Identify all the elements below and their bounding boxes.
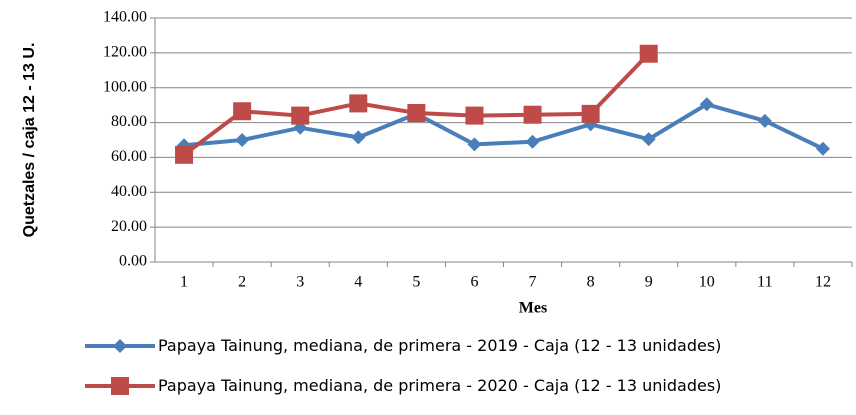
- x-tick-label: 1: [180, 274, 188, 291]
- marker: [815, 141, 830, 156]
- marker: [467, 137, 482, 152]
- marker: [291, 106, 310, 125]
- legend-label: Papaya Tainung, mediana, de primera - 20…: [158, 376, 722, 395]
- marker: [351, 130, 366, 145]
- x-tick-label: 9: [645, 274, 653, 291]
- marker: [407, 103, 426, 122]
- y-tick-label: 140.00: [103, 9, 147, 26]
- marker: [235, 133, 250, 147]
- marker: [523, 105, 542, 124]
- y-tick-label: 100.00: [103, 78, 147, 95]
- x-tick-label: 5: [412, 274, 420, 291]
- legend-label: Papaya Tainung, mediana, de primera - 20…: [158, 336, 722, 355]
- x-tick-label: 12: [815, 274, 831, 291]
- marker: [581, 104, 600, 123]
- series-line: [183, 102, 824, 151]
- y-tick-label: 40.00: [111, 183, 147, 200]
- x-tick-label: 2: [238, 274, 246, 291]
- x-tick-label: 10: [699, 274, 715, 291]
- marker: [639, 44, 658, 63]
- y-tick-label: 0.00: [119, 253, 147, 270]
- marker: [757, 113, 772, 128]
- y-tick-label: 120.00: [103, 44, 147, 61]
- x-tick-label: 3: [296, 274, 304, 291]
- y-tick-label: 20.00: [111, 218, 147, 235]
- marker: [465, 106, 484, 125]
- x-tick-label: 11: [757, 274, 772, 291]
- marker: [699, 97, 714, 112]
- marker: [113, 339, 127, 353]
- y-axis-label: Quetzales / caja 12 - 13 U.: [21, 43, 38, 238]
- marker: [641, 132, 656, 147]
- x-tick-label: 4: [354, 274, 362, 291]
- y-tick-label: 80.00: [111, 113, 147, 130]
- x-tick-label: 7: [529, 274, 537, 291]
- y-tick-label: 60.00: [111, 148, 147, 165]
- marker: [525, 134, 540, 149]
- x-tick-label: 6: [470, 274, 478, 291]
- x-axis-label: Mes: [519, 300, 547, 317]
- marker: [111, 377, 129, 395]
- marker: [349, 94, 368, 113]
- marker: [175, 145, 194, 164]
- x-tick-label: 8: [587, 274, 595, 291]
- marker: [233, 102, 252, 121]
